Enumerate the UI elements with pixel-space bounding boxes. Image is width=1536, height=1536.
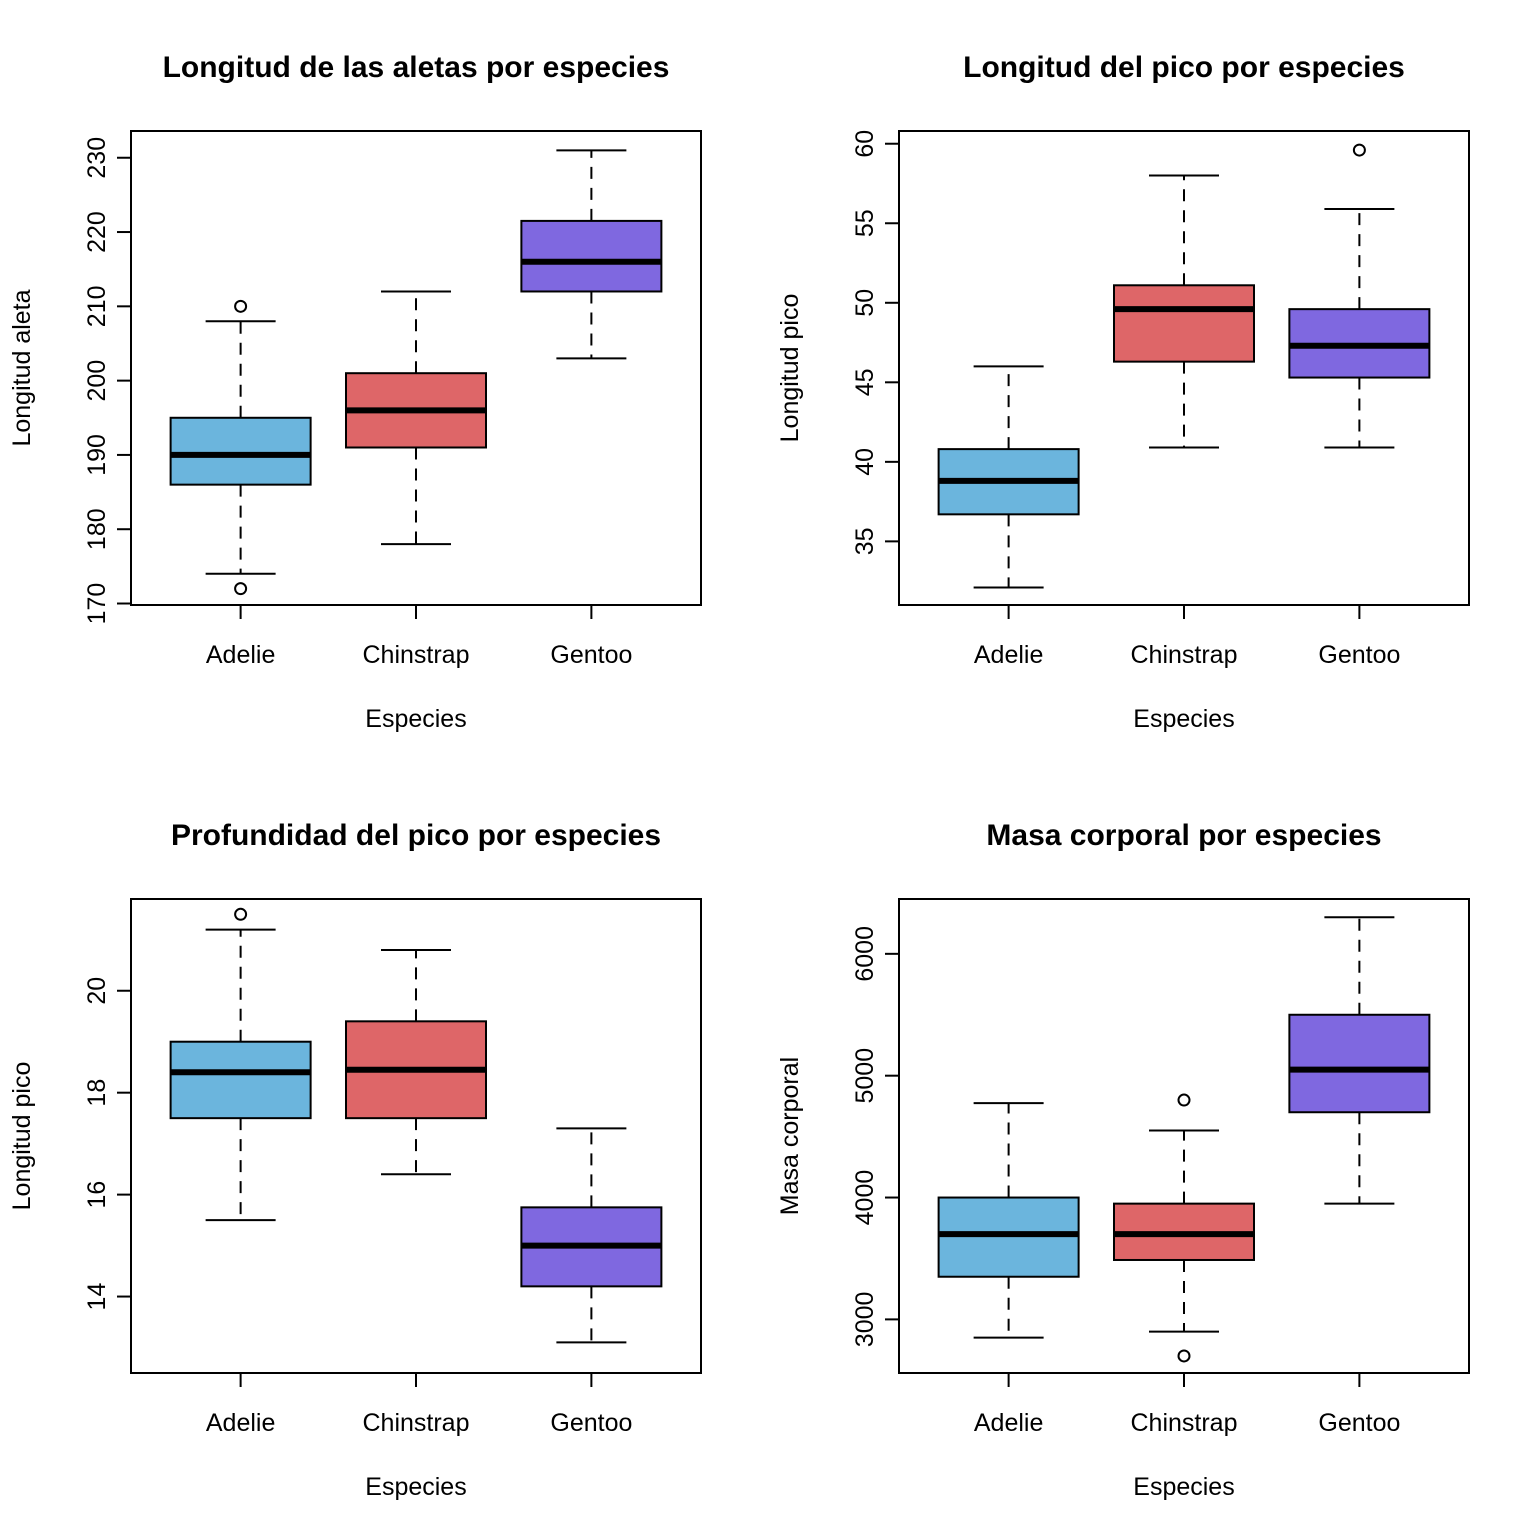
box-chinstrap: [345, 948, 487, 1176]
box-adelie: [937, 365, 1080, 589]
y-tick-label: 210: [83, 285, 111, 327]
box-chinstrap: [345, 290, 487, 546]
y-tick-label: 5000: [851, 1048, 879, 1104]
x-axis-label: Especies: [1133, 1473, 1234, 1501]
y-tick-label: 35: [851, 527, 879, 555]
chart-panel-2: Longitud del pico por especies 35 40 45 50 55…: [776, 51, 1470, 733]
x-tick-label: Chinstrap: [1131, 641, 1238, 669]
y-tick-label: 3000: [851, 1292, 879, 1348]
chart-title: Longitud del pico por especies: [963, 51, 1405, 84]
y-axis-label: Longitud pico: [776, 294, 804, 443]
chart-panel-4: Masa corporal por especies 3000 4000 5000 60…: [776, 819, 1470, 1501]
x-tick-label: Gentoo: [550, 641, 632, 669]
y-tick-label: 18: [83, 1079, 111, 1107]
y-tick-label: 220: [83, 211, 111, 253]
outlier-point: [1177, 1349, 1191, 1363]
x-tick-label: Chinstrap: [1131, 1409, 1238, 1437]
x-tick-label: Gentoo: [1318, 641, 1400, 669]
box-gentoo: [1288, 916, 1431, 1205]
x-tick-label: Adelie: [974, 641, 1044, 669]
box-adelie: [169, 299, 312, 596]
y-tick-label: 16: [83, 1181, 111, 1209]
y-axis-label: Masa corporal: [776, 1057, 804, 1215]
outlier-point: [1177, 1093, 1191, 1107]
x-tick-label: Adelie: [206, 641, 276, 669]
y-tick-label: 20: [83, 977, 111, 1005]
iqr-box: [937, 1196, 1080, 1278]
y-tick-label: 200: [83, 360, 111, 402]
box-adelie: [169, 907, 312, 1222]
chart-title: Longitud de las aletas por especies: [163, 51, 670, 84]
y-tick-label: 190: [83, 434, 111, 476]
x-tick-label: Chinstrap: [363, 641, 470, 669]
iqr-box: [169, 1040, 312, 1120]
y-tick-label: 45: [851, 368, 879, 396]
x-tick-label: Adelie: [974, 1409, 1044, 1437]
y-axis-label: Longitud aleta: [8, 289, 36, 446]
box-gentoo: [1288, 143, 1431, 449]
y-tick-label: 170: [83, 583, 111, 625]
box-gentoo: [520, 1127, 663, 1344]
box-gentoo: [520, 149, 663, 360]
y-tick-label: 14: [83, 1283, 111, 1311]
outlier-point: [1352, 143, 1366, 157]
outlier-point: [234, 907, 248, 921]
y-tick-label: 40: [851, 448, 879, 476]
iqr-box: [169, 416, 312, 486]
y-tick-label: 50: [851, 289, 879, 317]
y-tick-label: 6000: [851, 926, 879, 982]
y-tick-label: 4000: [851, 1170, 879, 1226]
outlier-point: [234, 299, 248, 313]
y-tick-label: 230: [83, 137, 111, 179]
x-tick-label: Adelie: [206, 1409, 276, 1437]
chart-panel-1: Longitud de las aletas por especies 170 18…: [8, 51, 702, 733]
x-axis-label: Especies: [365, 705, 466, 733]
x-tick-label: Chinstrap: [363, 1409, 470, 1437]
y-tick-label: 60: [851, 130, 879, 158]
chart-title: Masa corporal por especies: [986, 819, 1381, 852]
x-axis-label: Especies: [1133, 705, 1234, 733]
iqr-box: [520, 219, 663, 293]
chart-panel-3: Profundidad del pico por especies 14 16 18 2…: [8, 819, 702, 1501]
y-tick-label: 180: [83, 508, 111, 550]
iqr-box: [1288, 1013, 1431, 1114]
box-adelie: [937, 1102, 1080, 1339]
chart-title: Profundidad del pico por especies: [171, 819, 661, 852]
iqr-box: [1113, 284, 1255, 363]
box-chinstrap: [1113, 174, 1255, 449]
y-tick-label: 55: [851, 209, 879, 237]
box-chinstrap: [1113, 1093, 1255, 1363]
outlier-point: [234, 582, 248, 596]
x-tick-label: Gentoo: [1318, 1409, 1400, 1437]
y-axis-label: Longitud pico: [8, 1062, 36, 1211]
x-tick-label: Gentoo: [550, 1409, 632, 1437]
x-axis-label: Especies: [365, 1473, 466, 1501]
